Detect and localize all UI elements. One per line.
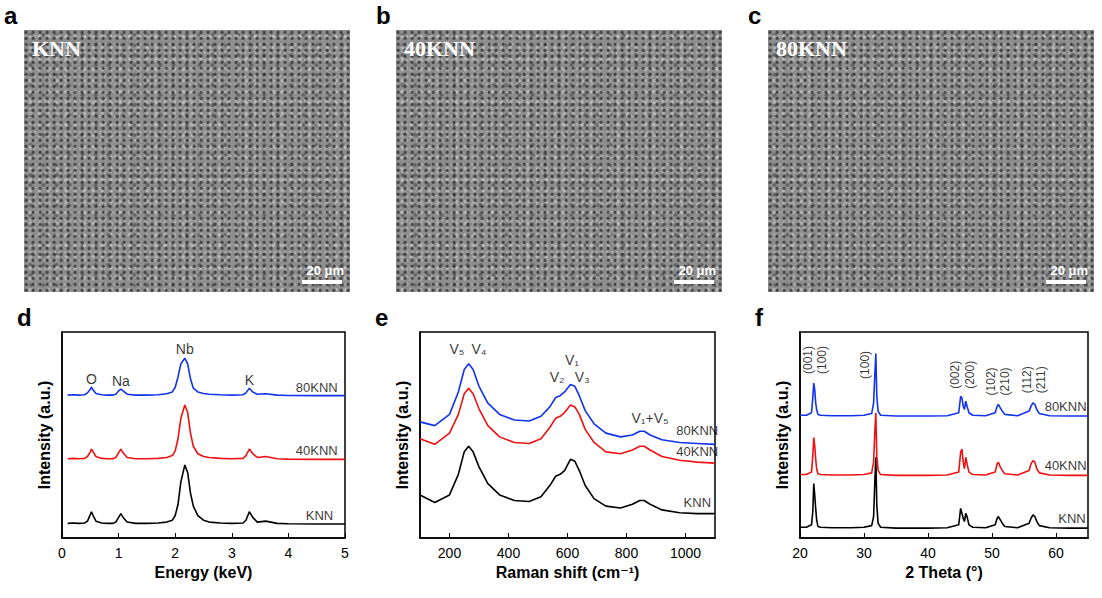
svg-text:f: f [755, 304, 764, 331]
html-text:80KNN: 80KNN [776, 36, 847, 61]
svg-text:(200): (200) [963, 361, 977, 389]
svg-text:200: 200 [438, 545, 462, 561]
html-text:a: a [4, 2, 18, 29]
svg-text:Raman shift (cm⁻¹): Raman shift (cm⁻¹) [496, 564, 640, 581]
svg-text:O: O [86, 371, 97, 387]
svg-text:40KNN: 40KNN [676, 444, 718, 459]
svg-text:800: 800 [615, 545, 639, 561]
svg-text:80KNN: 80KNN [296, 380, 338, 395]
svg-text:K: K [245, 372, 255, 388]
svg-text:5: 5 [341, 545, 349, 561]
svg-text:4: 4 [285, 545, 293, 561]
svg-text:600: 600 [556, 545, 580, 561]
svg-text:60: 60 [1048, 545, 1064, 561]
svg-text:V₅: V₅ [449, 341, 464, 357]
svg-text:KNN: KNN [1058, 511, 1085, 526]
svg-text:KNN: KNN [684, 495, 711, 510]
svg-text:0: 0 [58, 545, 66, 561]
html-text:40KNN: 40KNN [404, 36, 475, 61]
svg-text:(001): (001) [801, 346, 815, 374]
svg-text:40KNN: 40KNN [296, 443, 338, 458]
svg-text:V₂: V₂ [550, 369, 565, 385]
svg-text:1: 1 [115, 545, 123, 561]
svg-text:30: 30 [856, 545, 872, 561]
svg-text:2 Theta (°): 2 Theta (°) [905, 564, 983, 581]
svg-text:40: 40 [920, 545, 936, 561]
svg-text:20: 20 [792, 545, 808, 561]
svg-text:Intensity (a.u.): Intensity (a.u.) [774, 381, 791, 489]
svg-text:V₁: V₁ [565, 352, 579, 368]
svg-text:(002): (002) [948, 361, 962, 389]
html-text:20 μm: 20 μm [1050, 263, 1088, 278]
svg-text:(210): (210) [998, 367, 1012, 395]
svg-text:50: 50 [984, 545, 1000, 561]
svg-text:(100): (100) [815, 346, 829, 374]
svg-text:80KNN: 80KNN [1045, 399, 1087, 414]
svg-text:(100): (100) [858, 351, 872, 379]
svg-text:1000: 1000 [670, 545, 701, 561]
svg-text:d: d [17, 304, 32, 331]
svg-text:2: 2 [171, 545, 179, 561]
html-text:KNN: KNN [32, 36, 81, 61]
svg-text:KNN: KNN [306, 508, 333, 523]
svg-text:(102): (102) [984, 367, 998, 395]
html-text:b: b [376, 2, 391, 29]
svg-text:40KNN: 40KNN [1045, 458, 1087, 473]
svg-text:Nb: Nb [176, 341, 194, 357]
html-text:20 μm: 20 μm [678, 263, 716, 278]
html-text:20 μm: 20 μm [306, 263, 344, 278]
svg-text:V₄: V₄ [471, 341, 486, 357]
svg-text:V₃: V₃ [575, 369, 590, 385]
svg-text:Intensity (a.u.): Intensity (a.u.) [36, 381, 53, 489]
svg-text:(211): (211) [1034, 366, 1048, 393]
svg-text:(112): (112) [1020, 366, 1034, 393]
svg-text:Intensity (a.u.): Intensity (a.u.) [394, 381, 411, 489]
svg-text:400: 400 [497, 545, 521, 561]
svg-text:3: 3 [228, 545, 236, 561]
svg-text:Energy (keV): Energy (keV) [155, 564, 253, 581]
svg-text:Na: Na [112, 373, 130, 389]
html-text:c: c [748, 2, 762, 29]
svg-text:e: e [375, 304, 388, 331]
svg-text:V₁+V₅: V₁+V₅ [631, 410, 668, 426]
svg-text:80KNN: 80KNN [676, 423, 718, 438]
